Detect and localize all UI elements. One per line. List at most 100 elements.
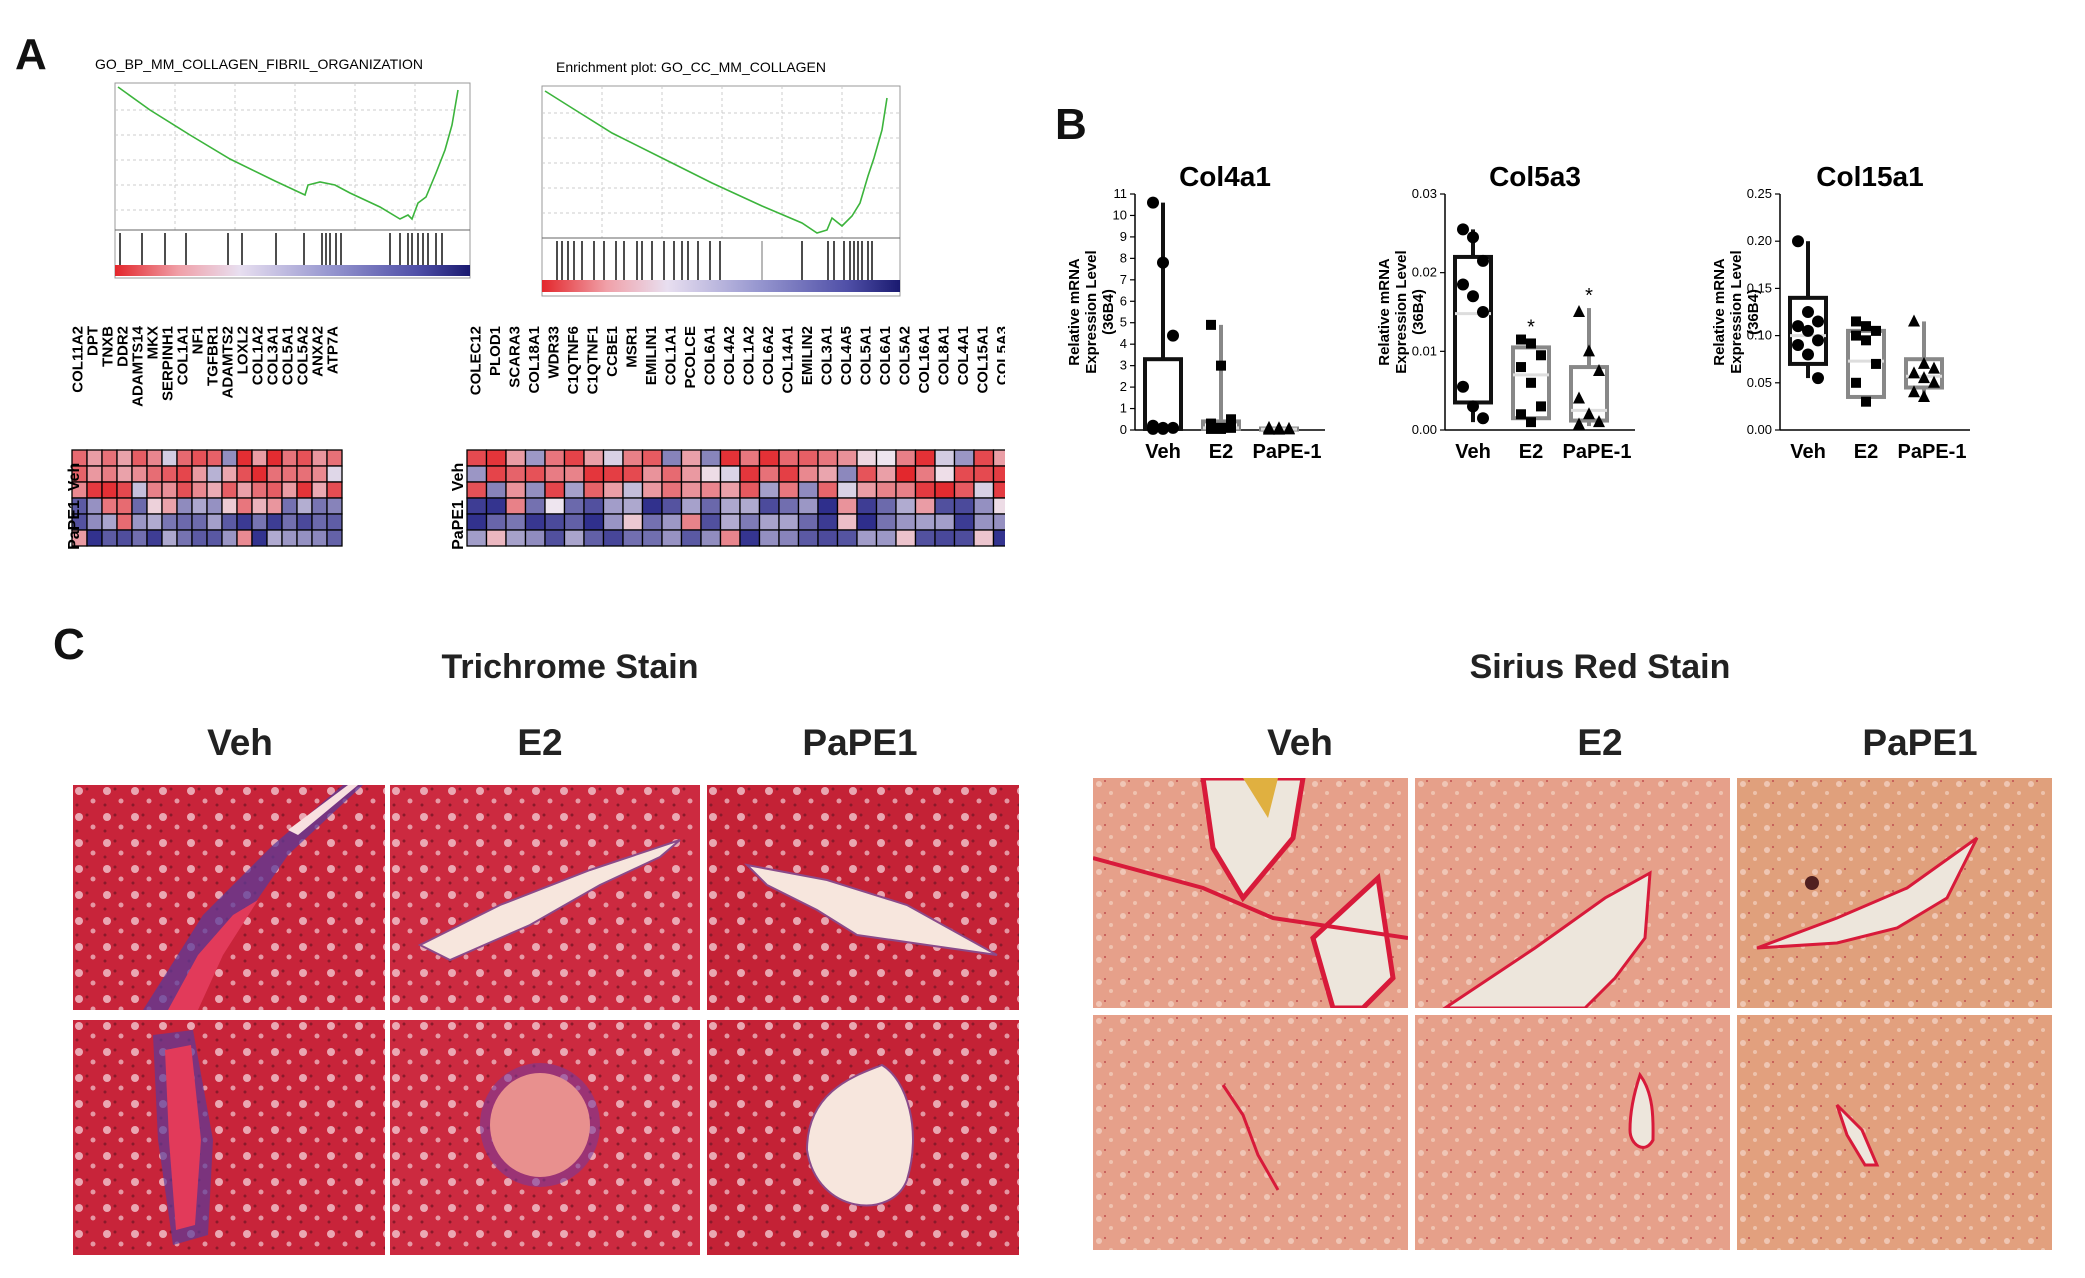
heatmap-gene-label: MKX xyxy=(145,326,162,359)
heatmap-right: COLEC12 PLOD1 SCARA3 COL18A1 WDR33 C1QTNF6 C1Q… xyxy=(450,326,1005,550)
heatmap-cell xyxy=(992,465,1005,483)
heatmap-cell xyxy=(206,449,223,467)
heatmap-cell xyxy=(563,465,585,483)
trichrome-veh-bottom-image xyxy=(73,1020,385,1255)
heatmap-cell xyxy=(161,513,178,531)
heatmap-cell xyxy=(797,529,819,547)
heatmap-cell xyxy=(836,449,858,467)
data-point xyxy=(1851,316,1861,327)
heatmap-cell xyxy=(524,497,546,515)
heatmap-cell xyxy=(641,513,663,531)
heatmap-cell xyxy=(466,449,488,467)
heatmap-cell xyxy=(161,449,178,467)
heatmap-cell xyxy=(739,465,761,483)
data-point xyxy=(1167,421,1179,434)
heatmap-cell xyxy=(86,465,103,483)
heatmap-cell xyxy=(602,449,624,467)
y-axis-label: (36B4) xyxy=(1745,289,1762,335)
data-point xyxy=(1928,375,1940,388)
heatmap-cell xyxy=(680,513,702,531)
heatmap-cell xyxy=(86,449,103,467)
heatmap-cell xyxy=(680,465,702,483)
heatmap-cell xyxy=(524,481,546,499)
data-point xyxy=(1583,407,1595,420)
heatmap-cell xyxy=(973,481,995,499)
heatmap-cell xyxy=(326,465,343,483)
heatmap-cell xyxy=(661,481,683,499)
heatmap-cell xyxy=(739,513,761,531)
heatmap-cell xyxy=(661,529,683,547)
heatmap-cell xyxy=(602,529,624,547)
heatmap-cell xyxy=(544,513,566,531)
y-axis-label: Expression Level xyxy=(1728,250,1745,373)
heatmap-cell xyxy=(856,481,878,499)
data-point xyxy=(1216,360,1226,371)
data-point xyxy=(1467,400,1479,413)
heatmap-cell xyxy=(700,529,722,547)
panel-label-a: A xyxy=(15,30,47,79)
heatmap-cell xyxy=(895,465,917,483)
y-tick-label: 11 xyxy=(1114,186,1128,201)
heatmap-cell xyxy=(131,497,148,515)
data-point xyxy=(1861,321,1871,332)
heatmap-cell xyxy=(973,529,995,547)
heatmap-cell xyxy=(602,513,624,531)
heatmap-gene-label: TGFBR1 xyxy=(205,326,222,386)
y-tick-label: 0.01 xyxy=(1412,343,1437,358)
heatmap-cell xyxy=(176,465,193,483)
heatmap-cell xyxy=(191,497,208,515)
heatmap-cell xyxy=(875,513,897,531)
heatmap-cell xyxy=(326,449,343,467)
data-point xyxy=(1871,358,1881,369)
data-point xyxy=(1861,396,1871,407)
heatmap-cell xyxy=(817,497,839,515)
heatmap-gene-label: EMILIN1 xyxy=(643,326,660,385)
heatmap-cell xyxy=(524,529,546,547)
heatmap-cell xyxy=(296,465,313,483)
heatmap-gene-label: C1QTNF1 xyxy=(585,326,602,394)
x-category-label: PaPE-1 xyxy=(1563,441,1632,463)
heatmap-cell xyxy=(191,513,208,531)
heatmap-cell xyxy=(101,449,118,467)
heatmap-cell xyxy=(778,449,800,467)
y-axis-label: Relative mRNA xyxy=(1066,258,1083,366)
heatmap-cell xyxy=(161,497,178,515)
heatmap-cell xyxy=(296,497,313,515)
data-point xyxy=(1812,334,1824,347)
heatmap-gene-label: SCARA3 xyxy=(507,326,524,388)
heatmap-cell xyxy=(161,481,178,499)
heatmap-gene-label: COL4A5 xyxy=(838,326,855,385)
sirius-veh-bottom-image xyxy=(1093,1015,1408,1250)
heatmap-cell xyxy=(934,481,956,499)
heatmap-cell xyxy=(583,497,605,515)
heatmap-cell xyxy=(101,481,118,499)
heatmap-gene-label: COL5A1 xyxy=(858,326,875,385)
y-axis-label: Expression Level xyxy=(1393,250,1410,373)
heatmap-cell xyxy=(973,465,995,483)
panel-label-c: C xyxy=(53,620,85,669)
heatmap-cell xyxy=(485,449,507,467)
boxplot-col5a3: Col5a3 Relative mRNA Expression Level (36B4… xyxy=(1376,161,1635,463)
heatmap-cell xyxy=(953,481,975,499)
y-tick-label: 10 xyxy=(1113,207,1127,222)
heatmap-cell xyxy=(992,513,1005,531)
heatmap-cell xyxy=(836,481,858,499)
heatmap-cell xyxy=(583,465,605,483)
data-point xyxy=(1593,364,1605,376)
heatmap-cell xyxy=(700,497,722,515)
heatmap-cell xyxy=(914,497,936,515)
heatmap-cell xyxy=(266,481,283,499)
heatmap-gene-label: ANXA2 xyxy=(310,326,327,377)
data-point xyxy=(1908,385,1920,398)
heatmap-cell xyxy=(206,513,223,531)
heatmap-cell xyxy=(778,497,800,515)
heatmap-cell xyxy=(116,449,133,467)
heatmap-cell xyxy=(131,465,148,483)
x-category-label: E2 xyxy=(1519,441,1543,463)
data-point xyxy=(1273,422,1285,435)
heatmap-cell xyxy=(281,497,298,515)
heatmap-gene-label: COL5A2 xyxy=(295,326,312,385)
data-point xyxy=(1457,278,1469,291)
heatmap-cell xyxy=(914,465,936,483)
